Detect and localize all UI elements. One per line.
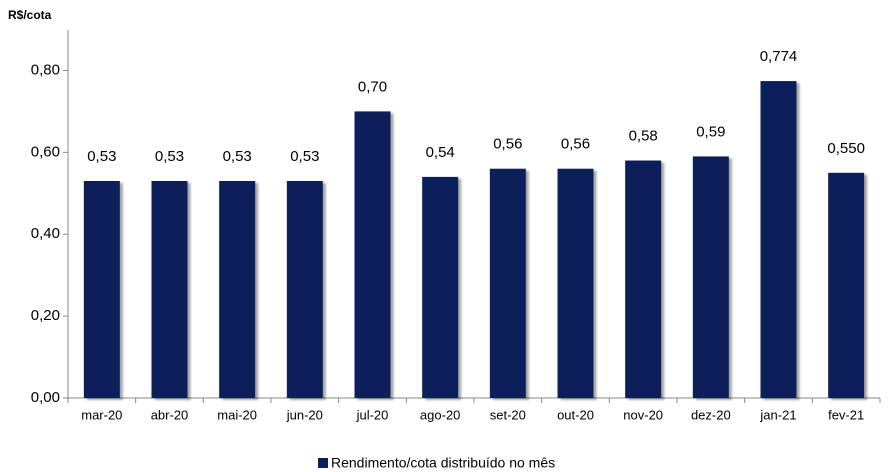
- legend-label: Rendimento/cota distribuído no mês: [331, 455, 555, 471]
- y-tick-label: 0,80: [31, 61, 60, 78]
- bar: [83, 180, 120, 398]
- x-tick-label: dez-20: [691, 407, 731, 422]
- value-label: 0,54: [426, 144, 455, 161]
- y-tick-label: 0,60: [31, 143, 60, 160]
- value-label: 0,774: [760, 48, 798, 65]
- bar: [219, 180, 256, 398]
- value-label: 0,53: [223, 148, 252, 165]
- value-label: 0,53: [290, 148, 319, 165]
- value-label: 0,53: [155, 148, 184, 165]
- x-tick-label: mai-20: [217, 407, 257, 422]
- bar: [557, 168, 594, 398]
- bar: [760, 81, 797, 398]
- value-label: 0,58: [629, 127, 658, 144]
- value-label: 0,550: [827, 140, 865, 157]
- y-axis-label: R$/cota: [8, 8, 52, 22]
- y-tick-label: 0,20: [31, 307, 60, 324]
- x-tick-label: set-20: [490, 407, 526, 422]
- bar: [354, 111, 391, 398]
- bar: [489, 168, 526, 398]
- x-tick-label: jan-21: [759, 407, 796, 422]
- value-label: 0,53: [87, 148, 116, 165]
- value-label: 0,56: [493, 136, 522, 153]
- value-label: 0,70: [358, 78, 387, 95]
- bar: [828, 172, 865, 398]
- bar: [286, 180, 323, 398]
- value-label: 0,59: [696, 123, 725, 140]
- x-tick-label: abr-20: [151, 407, 189, 422]
- x-tick-label: fev-21: [828, 407, 864, 422]
- bar: [692, 156, 729, 398]
- bar: [151, 180, 188, 398]
- y-tick-label: 0,40: [31, 225, 60, 242]
- x-tick-label: ago-20: [420, 407, 460, 422]
- bar: [625, 160, 662, 398]
- x-tick-label: jun-20: [286, 407, 323, 422]
- x-tick-label: jul-20: [356, 407, 389, 422]
- x-tick-label: out-20: [557, 407, 594, 422]
- legend-swatch: [318, 458, 328, 468]
- y-tick-label: 0,00: [31, 389, 60, 406]
- x-tick-label: nov-20: [623, 407, 663, 422]
- x-tick-label: mar-20: [81, 407, 122, 422]
- bar: [422, 176, 459, 398]
- value-label: 0,56: [561, 136, 590, 153]
